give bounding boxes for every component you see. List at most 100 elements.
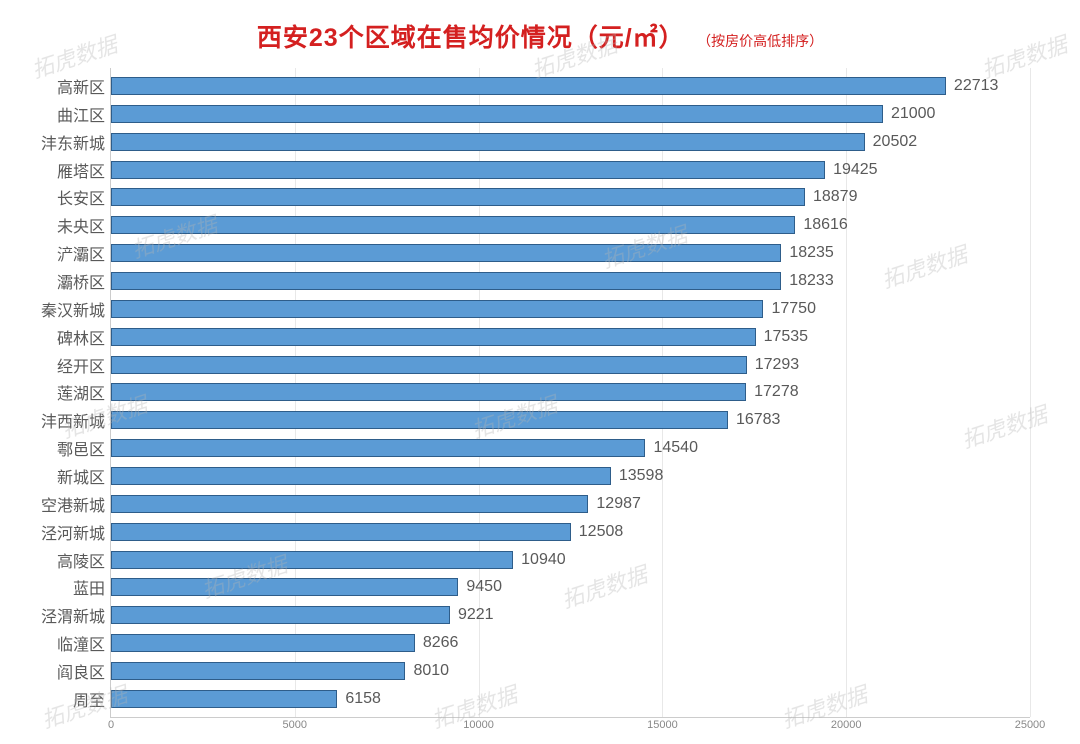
bar-row: 经开区17293 (111, 356, 1030, 374)
x-tick-label: 10000 (463, 719, 494, 731)
bar-category-label: 新城区 (57, 464, 111, 488)
x-axis: 0500010000150002000025000 (111, 717, 1030, 737)
bar-row: 沣西新城16783 (111, 411, 1030, 429)
bar-category-label: 未央区 (57, 213, 111, 237)
bar-value-label: 8010 (413, 662, 449, 680)
bar-row: 空港新城12987 (111, 495, 1030, 513)
bar-category-label: 阎良区 (57, 659, 111, 683)
bar-row: 莲湖区17278 (111, 383, 1030, 401)
chart-title-row: 西安23个区域在售均价情况（元/㎡） （按房价高低排序） (30, 10, 1050, 68)
bar-row: 秦汉新城17750 (111, 300, 1030, 318)
bar-category-label: 碑林区 (57, 325, 111, 349)
bar-rect (111, 662, 405, 680)
bar-value-label: 17750 (771, 300, 816, 318)
bar-rect (111, 634, 415, 652)
bar-row: 未央区18616 (111, 216, 1030, 234)
bar-value-label: 17278 (754, 383, 799, 401)
chart-subtitle: （按房价高低排序） (697, 33, 823, 49)
bar-row: 长安区18879 (111, 188, 1030, 206)
bar-row: 浐灞区18235 (111, 244, 1030, 262)
bar-category-label: 雁塔区 (57, 158, 111, 182)
bar-value-label: 10940 (521, 551, 566, 569)
bar-value-label: 19425 (833, 161, 878, 179)
bar-rect (111, 411, 728, 429)
bar-rect (111, 690, 337, 708)
bar-rect (111, 551, 513, 569)
bar-value-label: 18616 (803, 216, 848, 234)
bar-rect (111, 244, 781, 262)
bar-category-label: 沣东新城 (41, 130, 111, 154)
bar-rect (111, 467, 611, 485)
bar-rect (111, 133, 865, 151)
bar-rect (111, 523, 571, 541)
bar-category-label: 蓝田 (73, 575, 111, 599)
bar-value-label: 14540 (653, 439, 698, 457)
chart-container: 西安23个区域在售均价情况（元/㎡） （按房价高低排序） 高新区22713曲江区… (0, 0, 1080, 744)
bar-value-label: 18879 (813, 188, 858, 206)
bar-category-label: 高陵区 (57, 548, 111, 572)
bar-category-label: 周至 (73, 687, 111, 711)
bar-rect (111, 495, 588, 513)
bar-rect (111, 77, 946, 95)
bar-value-label: 18235 (789, 244, 834, 262)
bar-row: 曲江区21000 (111, 105, 1030, 123)
bar-row: 高陵区10940 (111, 551, 1030, 569)
x-tick-label: 25000 (1015, 719, 1046, 731)
bar-rect (111, 439, 645, 457)
bar-value-label: 6158 (345, 690, 381, 708)
bar-category-label: 空港新城 (41, 492, 111, 516)
bar-category-label: 浐灞区 (57, 241, 111, 265)
bar-row: 泾河新城12508 (111, 523, 1030, 541)
bar-value-label: 21000 (891, 105, 936, 123)
bar-rect (111, 606, 450, 624)
bar-row: 碑林区17535 (111, 328, 1030, 346)
x-tick-label: 20000 (831, 719, 862, 731)
bar-value-label: 12987 (596, 495, 641, 513)
bar-row: 灞桥区18233 (111, 272, 1030, 290)
bar-value-label: 9450 (466, 578, 502, 596)
bar-category-label: 长安区 (57, 185, 111, 209)
bar-category-label: 泾渭新城 (41, 603, 111, 627)
bar-category-label: 临潼区 (57, 631, 111, 655)
bar-category-label: 泾河新城 (41, 520, 111, 544)
bar-value-label: 22713 (954, 77, 999, 95)
bar-value-label: 16783 (736, 411, 781, 429)
bar-row: 蓝田9450 (111, 578, 1030, 596)
bar-value-label: 12508 (579, 523, 624, 541)
bar-row: 沣东新城20502 (111, 133, 1030, 151)
bar-value-label: 17293 (755, 356, 800, 374)
bar-category-label: 灞桥区 (57, 269, 111, 293)
bar-row: 高新区22713 (111, 77, 1030, 95)
bar-value-label: 18233 (789, 272, 834, 290)
bar-rect (111, 356, 747, 374)
bar-rect (111, 188, 805, 206)
bar-category-label: 鄠邑区 (57, 436, 111, 460)
bar-category-label: 沣西新城 (41, 408, 111, 432)
bar-value-label: 17535 (764, 328, 809, 346)
bar-rect (111, 161, 825, 179)
gridline (1030, 68, 1031, 717)
bar-rect (111, 328, 756, 346)
bar-category-label: 莲湖区 (57, 380, 111, 404)
bar-category-label: 秦汉新城 (41, 297, 111, 321)
bars-group: 高新区22713 曲江区21000 沣东新城20502 雁塔区19425 长安区1887… (111, 72, 1030, 713)
bar-row: 鄠邑区14540 (111, 439, 1030, 457)
bar-category-label: 高新区 (57, 74, 111, 98)
bar-rect (111, 300, 763, 318)
bar-rect (111, 578, 458, 596)
bar-rect (111, 272, 781, 290)
bar-row: 阎良区8010 (111, 662, 1030, 680)
bar-value-label: 8266 (423, 634, 459, 652)
bar-row: 雁塔区19425 (111, 161, 1030, 179)
x-tick-label: 0 (108, 719, 114, 731)
plot-area: 高新区22713 曲江区21000 沣东新城20502 雁塔区19425 长安区1887… (110, 68, 1030, 718)
bar-rect (111, 383, 746, 401)
bar-row: 新城区13598 (111, 467, 1030, 485)
bar-value-label: 20502 (873, 133, 918, 151)
x-tick-label: 5000 (283, 719, 307, 731)
x-tick-label: 15000 (647, 719, 678, 731)
bar-rect (111, 105, 883, 123)
bar-value-label: 9221 (458, 606, 494, 624)
bar-category-label: 经开区 (57, 353, 111, 377)
bar-value-label: 13598 (619, 467, 664, 485)
